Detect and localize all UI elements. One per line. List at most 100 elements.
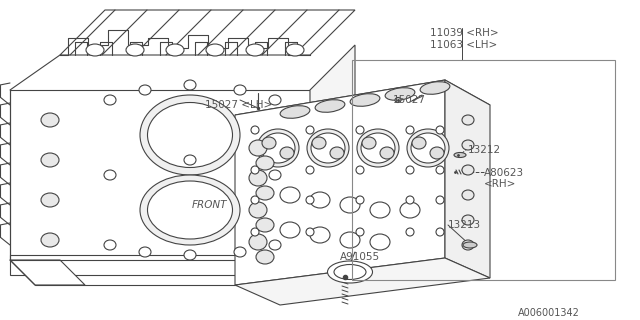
Ellipse shape (184, 155, 196, 165)
Text: 15027 <LH>: 15027 <LH> (205, 100, 272, 110)
Ellipse shape (269, 95, 281, 105)
Ellipse shape (395, 98, 401, 102)
Ellipse shape (86, 44, 104, 56)
Text: 13213: 13213 (448, 220, 481, 230)
Ellipse shape (356, 196, 364, 204)
Polygon shape (235, 80, 445, 285)
Ellipse shape (357, 129, 399, 167)
Ellipse shape (462, 115, 474, 125)
Ellipse shape (385, 88, 415, 100)
Ellipse shape (462, 215, 474, 225)
Ellipse shape (280, 147, 294, 159)
Ellipse shape (261, 133, 295, 163)
Ellipse shape (41, 113, 59, 127)
Ellipse shape (350, 94, 380, 106)
Ellipse shape (356, 228, 364, 236)
Ellipse shape (306, 196, 314, 204)
Text: A91055: A91055 (340, 252, 380, 262)
Ellipse shape (147, 181, 232, 239)
Text: 13212: 13212 (468, 145, 501, 155)
Ellipse shape (312, 137, 326, 149)
Ellipse shape (139, 247, 151, 257)
Ellipse shape (41, 153, 59, 167)
Ellipse shape (356, 166, 364, 174)
Ellipse shape (370, 234, 390, 250)
Ellipse shape (328, 261, 372, 283)
Ellipse shape (334, 265, 366, 279)
Ellipse shape (340, 232, 360, 248)
Polygon shape (10, 90, 310, 260)
Ellipse shape (184, 80, 196, 90)
Ellipse shape (462, 240, 474, 250)
Ellipse shape (380, 147, 394, 159)
Ellipse shape (41, 233, 59, 247)
Ellipse shape (256, 218, 274, 232)
Ellipse shape (251, 196, 259, 204)
Ellipse shape (249, 202, 267, 218)
Ellipse shape (249, 170, 267, 186)
Ellipse shape (315, 100, 345, 112)
Text: <RH>: <RH> (484, 179, 516, 189)
Ellipse shape (310, 192, 330, 208)
Ellipse shape (251, 166, 259, 174)
Ellipse shape (251, 126, 259, 134)
Ellipse shape (234, 247, 246, 257)
Ellipse shape (234, 85, 246, 95)
Ellipse shape (454, 153, 466, 157)
Ellipse shape (256, 250, 274, 264)
Text: A006001342: A006001342 (518, 308, 580, 318)
Ellipse shape (140, 175, 240, 245)
Polygon shape (235, 258, 490, 305)
Ellipse shape (256, 186, 274, 200)
Ellipse shape (306, 228, 314, 236)
Ellipse shape (251, 228, 259, 236)
Ellipse shape (311, 133, 345, 163)
Ellipse shape (139, 85, 151, 95)
Ellipse shape (310, 227, 330, 243)
Ellipse shape (436, 196, 444, 204)
Ellipse shape (280, 187, 300, 203)
Ellipse shape (206, 44, 224, 56)
Text: 11063 <LH>: 11063 <LH> (430, 40, 497, 50)
Ellipse shape (462, 140, 474, 150)
Polygon shape (235, 80, 490, 140)
Ellipse shape (362, 137, 376, 149)
Ellipse shape (436, 228, 444, 236)
Ellipse shape (280, 106, 310, 118)
Ellipse shape (140, 95, 240, 175)
Polygon shape (310, 45, 355, 260)
Ellipse shape (411, 133, 445, 163)
Ellipse shape (269, 170, 281, 180)
Text: 15027: 15027 (393, 95, 426, 105)
Ellipse shape (463, 242, 477, 248)
Ellipse shape (307, 129, 349, 167)
Text: FRONT: FRONT (192, 200, 227, 210)
Ellipse shape (306, 126, 314, 134)
Ellipse shape (430, 147, 444, 159)
Ellipse shape (147, 102, 232, 167)
Ellipse shape (356, 126, 364, 134)
Ellipse shape (406, 196, 414, 204)
Ellipse shape (184, 250, 196, 260)
Ellipse shape (256, 156, 274, 170)
Ellipse shape (436, 126, 444, 134)
Text: A80623: A80623 (484, 168, 524, 178)
Ellipse shape (166, 44, 184, 56)
Polygon shape (60, 10, 355, 55)
Ellipse shape (462, 190, 474, 200)
Ellipse shape (262, 137, 276, 149)
Polygon shape (10, 260, 85, 285)
Ellipse shape (370, 202, 390, 218)
Ellipse shape (406, 228, 414, 236)
Ellipse shape (462, 165, 474, 175)
Ellipse shape (286, 44, 304, 56)
Ellipse shape (407, 129, 449, 167)
Ellipse shape (436, 166, 444, 174)
Ellipse shape (104, 240, 116, 250)
Ellipse shape (412, 137, 426, 149)
Ellipse shape (306, 166, 314, 174)
Ellipse shape (257, 129, 299, 167)
Ellipse shape (280, 222, 300, 238)
Ellipse shape (330, 147, 344, 159)
Ellipse shape (41, 193, 59, 207)
